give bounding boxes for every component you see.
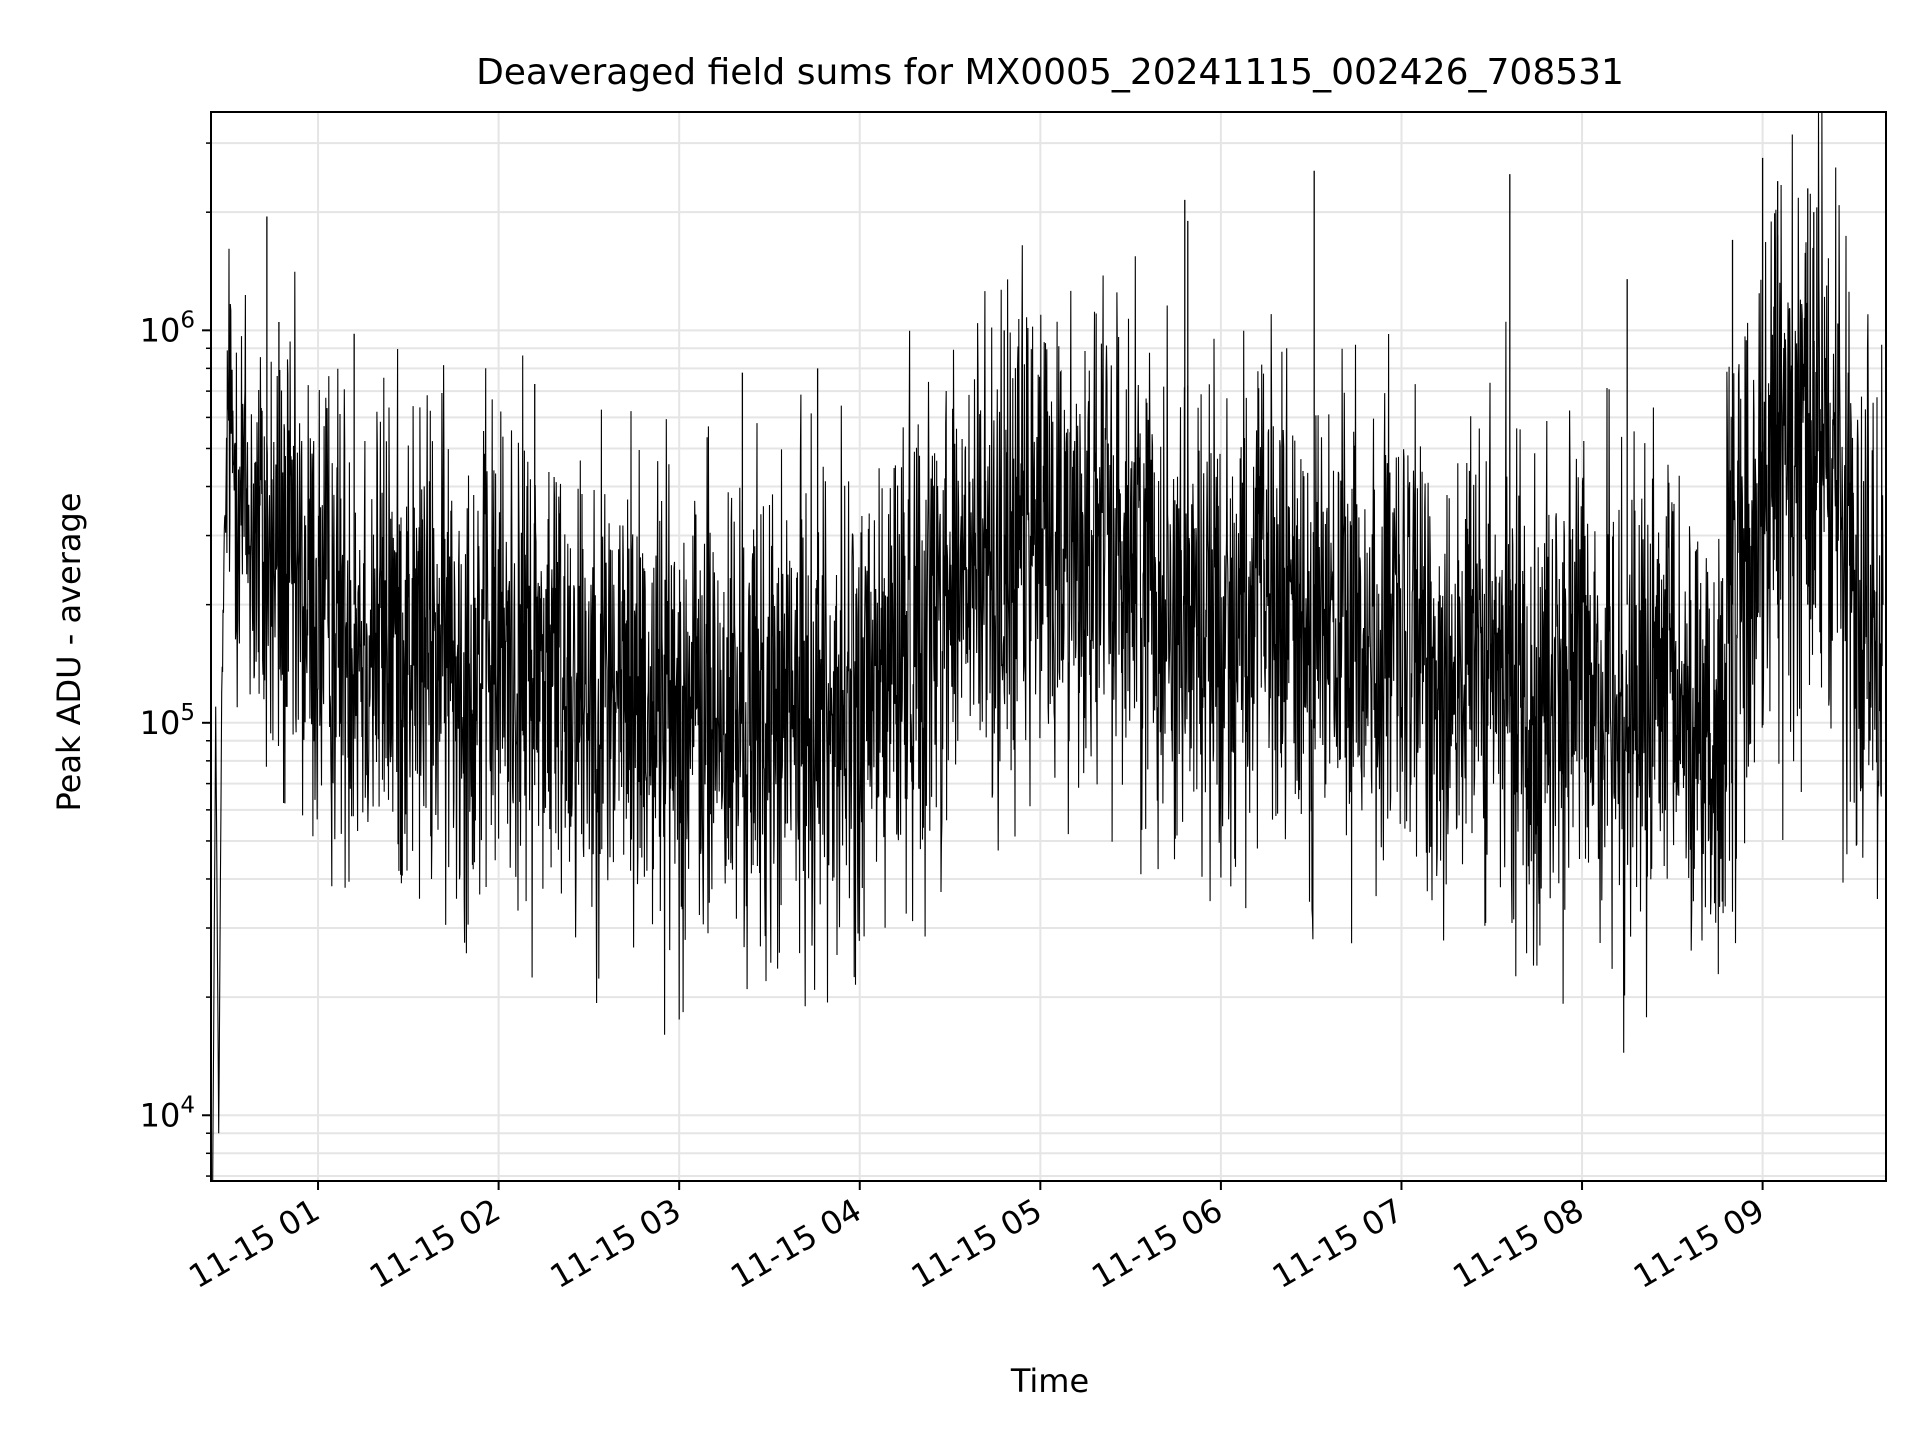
x-axis-label: Time	[1010, 1362, 1089, 1400]
chart-title: Deaveraged field sums for MX0005_2024111…	[476, 52, 1624, 93]
y-axis-label: Peak ADU - average	[50, 493, 88, 812]
series-layer	[212, 111, 1884, 1182]
plot-frame	[210, 111, 1887, 1182]
y-tick-label: 104	[140, 1092, 195, 1134]
signal-line	[212, 111, 1884, 1182]
